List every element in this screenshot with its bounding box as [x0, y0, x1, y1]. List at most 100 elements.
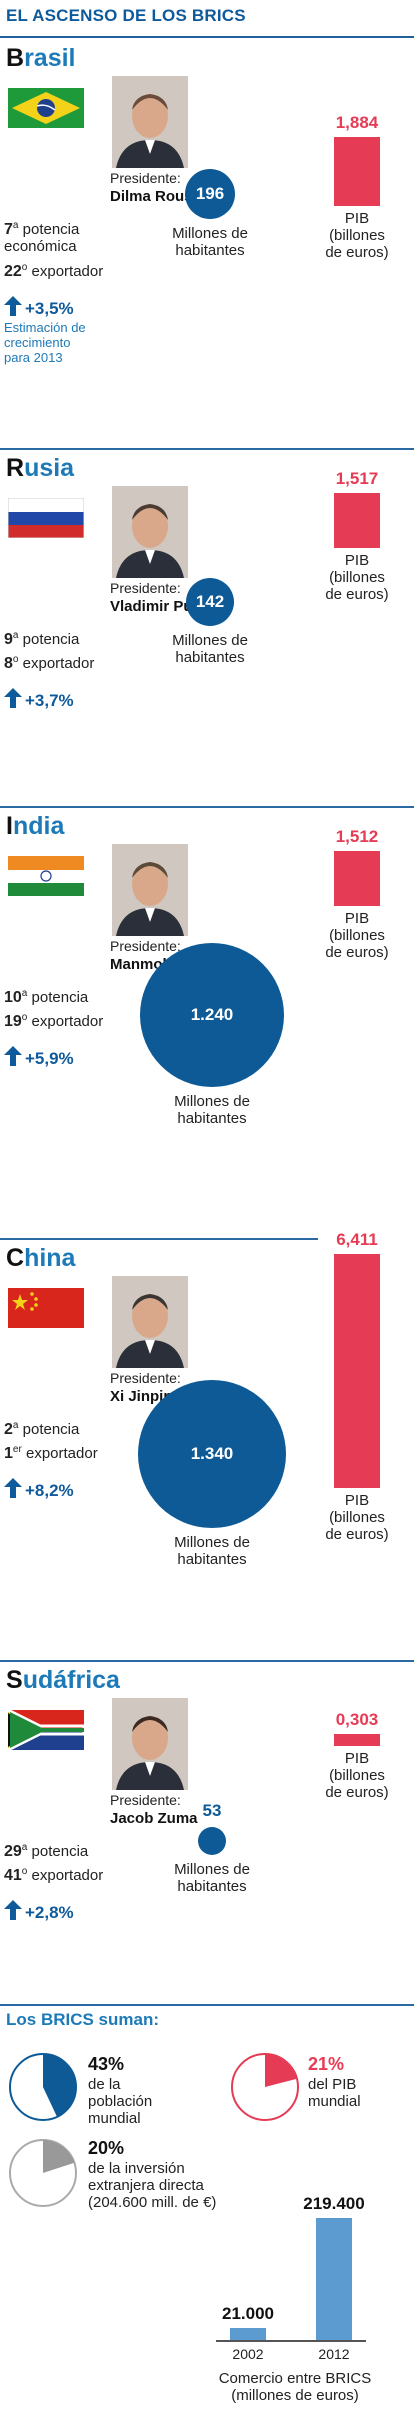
gdp-label-line: de euros) [325, 586, 389, 603]
power-rank: 7a potencia [4, 220, 79, 239]
president-portrait [112, 76, 188, 168]
export-rank-text: exportador [18, 655, 95, 672]
country-flag-icon [8, 1288, 84, 1328]
population-pct: 43% [88, 2054, 125, 2074]
president-name: Vladimir Putin [110, 598, 211, 615]
population-label-line: habitantes [175, 242, 245, 259]
gdp-value: 0,303 [335, 1710, 379, 1729]
power-rank-text: potencia [18, 1421, 80, 1438]
export-rank: 8o exportador [4, 654, 94, 673]
export-rank-number: 8 [4, 655, 13, 672]
country-name: Rusia [6, 454, 74, 483]
country-name-initial: S [6, 1666, 23, 1694]
country-flag-icon [8, 856, 84, 896]
arrow-up-icon [4, 1900, 22, 1920]
gdp-label-line: PIB [344, 552, 370, 569]
country-name-initial: R [6, 454, 25, 482]
gdp-label-line: de euros) [325, 244, 389, 261]
country-name-rest: ndia [12, 812, 65, 840]
president-portrait [112, 1698, 188, 1790]
power-rank-text: potencia [27, 1843, 89, 1860]
country-name-rest: hina [24, 1244, 76, 1272]
gdp-bar [334, 850, 380, 906]
population-value: 1.340 [190, 1444, 234, 1463]
trade-chart-label-line: Comercio entre BRICS [218, 2370, 372, 2387]
arrow-up-icon [4, 688, 22, 708]
gdp-bar [334, 137, 380, 206]
power-rank-text: potencia [18, 221, 80, 238]
president-portrait [112, 844, 188, 936]
population-label: Millones de habitantes [152, 1534, 272, 1568]
country-name-rest: usia [24, 454, 75, 482]
population-value: 1.240 [190, 1005, 234, 1024]
power-rank-number: 10 [4, 989, 22, 1006]
gdp-text: del PIB mundial [308, 2076, 361, 2110]
gdp-label: PIB (billones de euros) [307, 1750, 407, 1801]
gdp-share-slice [265, 2054, 297, 2087]
president-portrait [112, 486, 188, 578]
growth-rate: +3,5% [4, 296, 74, 319]
trade-chart-label-line: (millones de euros) [231, 2387, 359, 2404]
gdp-label-line: (billones [329, 227, 385, 244]
gdp-label: PIB (billones de euros) [307, 552, 407, 603]
investment-share-slice [43, 2140, 75, 2173]
president-role: Presidente: [110, 1792, 181, 1808]
population-value: 196 [195, 184, 225, 203]
gdp-label-line: (billones [329, 1509, 385, 1526]
gdp-label: PIB (billones de euros) [307, 210, 407, 261]
growth-rate: +5,9% [4, 1046, 74, 1069]
growth-rate: +3,7% [4, 688, 74, 711]
power-rank-suffix: a [21, 1842, 28, 1853]
country-name-initial: I [6, 812, 13, 840]
arrow-up-icon [4, 1478, 22, 1498]
gdp-text-line: del PIB [308, 2076, 357, 2093]
trade-bar-year: 2002 [232, 2346, 264, 2362]
population-text: de la población mundial [88, 2076, 152, 2127]
power-rank-number: 29 [4, 1843, 22, 1860]
export-rank-suffix: o [21, 262, 28, 273]
export-rank-text: exportador [27, 1867, 104, 1884]
power-rank-suffix: a [12, 1420, 19, 1431]
investment-text-line: de la inversión [88, 2160, 185, 2177]
population-label-line: Millones de [172, 632, 248, 649]
gdp-share-pie [231, 2053, 299, 2121]
export-rank-suffix: o [21, 1866, 28, 1877]
population-label-line: habitantes [177, 1878, 247, 1895]
population-label: Millones de habitantes [150, 632, 270, 666]
export-rank: 19o exportador [4, 1012, 103, 1031]
export-rank-number: 41 [4, 1867, 22, 1884]
gdp-bar [334, 1254, 380, 1488]
export-rank: 1er exportador [4, 1444, 98, 1463]
export-rank-suffix: o [21, 1012, 28, 1023]
growth-note-line: Estimación de [4, 320, 86, 335]
gdp-label-line: PIB [344, 1750, 370, 1767]
gdp-label-line: de euros) [325, 1784, 389, 1801]
divider [0, 448, 414, 450]
gdp-bar [334, 492, 380, 548]
export-rank-text: exportador [27, 1013, 104, 1030]
country-name-initial: C [6, 1244, 25, 1272]
gdp-label-line: PIB [344, 910, 370, 927]
population-bubble [185, 169, 235, 219]
power-rank: 10a potencia [4, 988, 88, 1007]
export-rank-number: 1 [4, 1445, 13, 1462]
summary-title: Los BRICS suman: [6, 2010, 160, 2029]
export-rank-suffix: o [12, 654, 19, 665]
gdp-label-line: de euros) [325, 944, 389, 961]
population-text-line: de la [88, 2076, 121, 2093]
country-name: China [6, 1244, 75, 1273]
population-label: Millones de habitantes [152, 1093, 272, 1127]
trade-bar-value: 219.400 [303, 2194, 365, 2213]
country-name-initial: B [6, 44, 25, 72]
growth-rate-value: +8,2% [25, 1481, 74, 1500]
divider [0, 1238, 318, 1240]
population-label-line: Millones de [174, 1534, 250, 1551]
gdp-value: 6,411 [336, 1230, 378, 1249]
gdp-label: PIB (billones de euros) [307, 1492, 407, 1543]
power-rank: 2a potencia [4, 1420, 79, 1439]
divider [0, 2004, 414, 2006]
power-rank-number: 9 [4, 631, 13, 648]
growth-rate-value: +5,9% [25, 1049, 74, 1068]
export-rank-suffix: er [12, 1444, 22, 1455]
power-rank: 9a potencia [4, 630, 79, 649]
